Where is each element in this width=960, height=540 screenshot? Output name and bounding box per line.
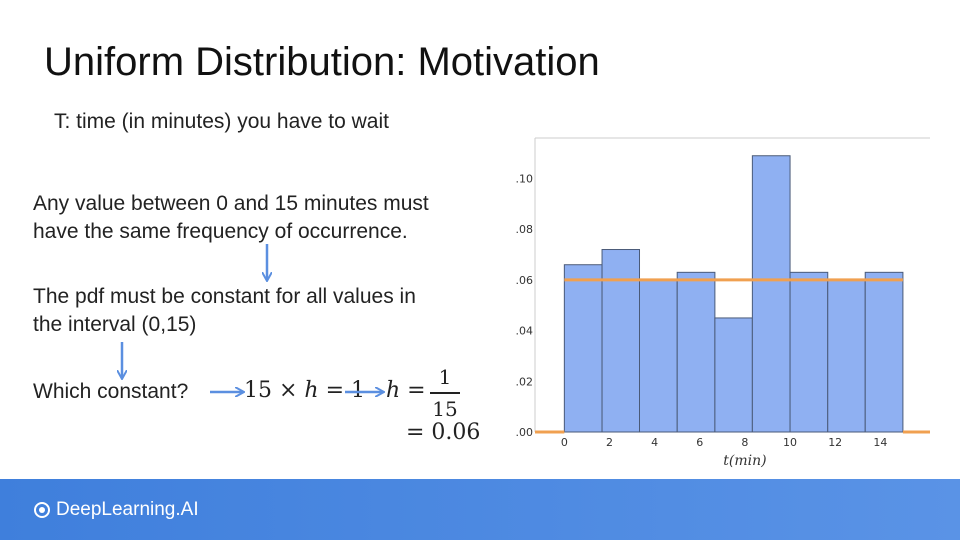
- histogram-bar: [827, 279, 866, 433]
- question-text: Which constant?: [33, 380, 189, 403]
- histogram-bar: [563, 264, 603, 433]
- y-tick-label: .02: [516, 375, 534, 388]
- x-tick-label: 8: [741, 436, 748, 449]
- x-tick-label: 4: [651, 436, 658, 449]
- fraction-numerator: 1: [438, 365, 452, 389]
- eq2-op: =: [400, 378, 426, 403]
- slide-title: Uniform Distribution: Motivation: [44, 40, 600, 84]
- statement-pdf-line2: the interval (0,15): [33, 313, 197, 336]
- brand-logo: DeepLearning.AI: [34, 499, 199, 521]
- x-tick-label: 14: [873, 436, 887, 449]
- x-axis-label: t(min): [723, 453, 766, 469]
- histogram-bar: [639, 279, 678, 433]
- eq1-right: = 1: [318, 378, 366, 403]
- equation-15h: 15 × h = 1: [244, 378, 365, 403]
- eq1-var: h: [304, 378, 319, 403]
- y-tick-label: .06: [516, 274, 534, 287]
- statement-pdf-constant: The pdf must be constant for all values …: [33, 283, 503, 339]
- histogram-chart: .00 .02 .04 .06 .08 .10 0 2 4 6 8 10 12 14 t(min): [516, 137, 930, 469]
- histogram-bar: [864, 271, 904, 433]
- statement-frequency-line1: Any value between 0 and 15 minutes must: [33, 192, 429, 215]
- statement-pdf-line1: The pdf must be constant for all values …: [33, 285, 416, 308]
- fraction-denominator: 15: [432, 397, 458, 421]
- histogram-bar: [751, 155, 791, 433]
- x-tick-label: 6: [696, 436, 703, 449]
- y-tick-label: .10: [516, 173, 534, 186]
- histogram-bar: [601, 249, 641, 433]
- slide-subtitle: T: time (in minutes) you have to wait: [54, 110, 389, 133]
- x-tick-label: 10: [783, 436, 797, 449]
- x-tick-label: 0: [561, 436, 568, 449]
- x-tick-label: 2: [606, 436, 613, 449]
- statement-frequency-line2: have the same frequency of occurrence.: [33, 220, 408, 243]
- histogram-bar: [676, 271, 716, 433]
- footer-bar: DeepLearning.AI: [0, 479, 960, 540]
- fraction-1-over-15: 1 15: [430, 364, 460, 422]
- equation-result: = 0.06: [406, 420, 481, 445]
- y-tick-label: .04: [516, 325, 534, 338]
- brand-name: DeepLearning.AI: [56, 499, 199, 520]
- histogram-bar: [789, 271, 829, 433]
- x-tick-label: 12: [828, 436, 842, 449]
- y-tick-label: .00: [516, 426, 534, 439]
- eq2-var: h: [386, 378, 401, 403]
- statement-frequency: Any value between 0 and 15 minutes must …: [33, 190, 503, 246]
- y-tick-label: .08: [516, 223, 534, 236]
- equation-h-equals: h =: [386, 378, 426, 403]
- fraction-bar: [430, 392, 460, 394]
- histogram-bar: [714, 317, 753, 433]
- deeplearning-logo-icon: [34, 502, 50, 518]
- eq1-left: 15 ×: [244, 378, 305, 403]
